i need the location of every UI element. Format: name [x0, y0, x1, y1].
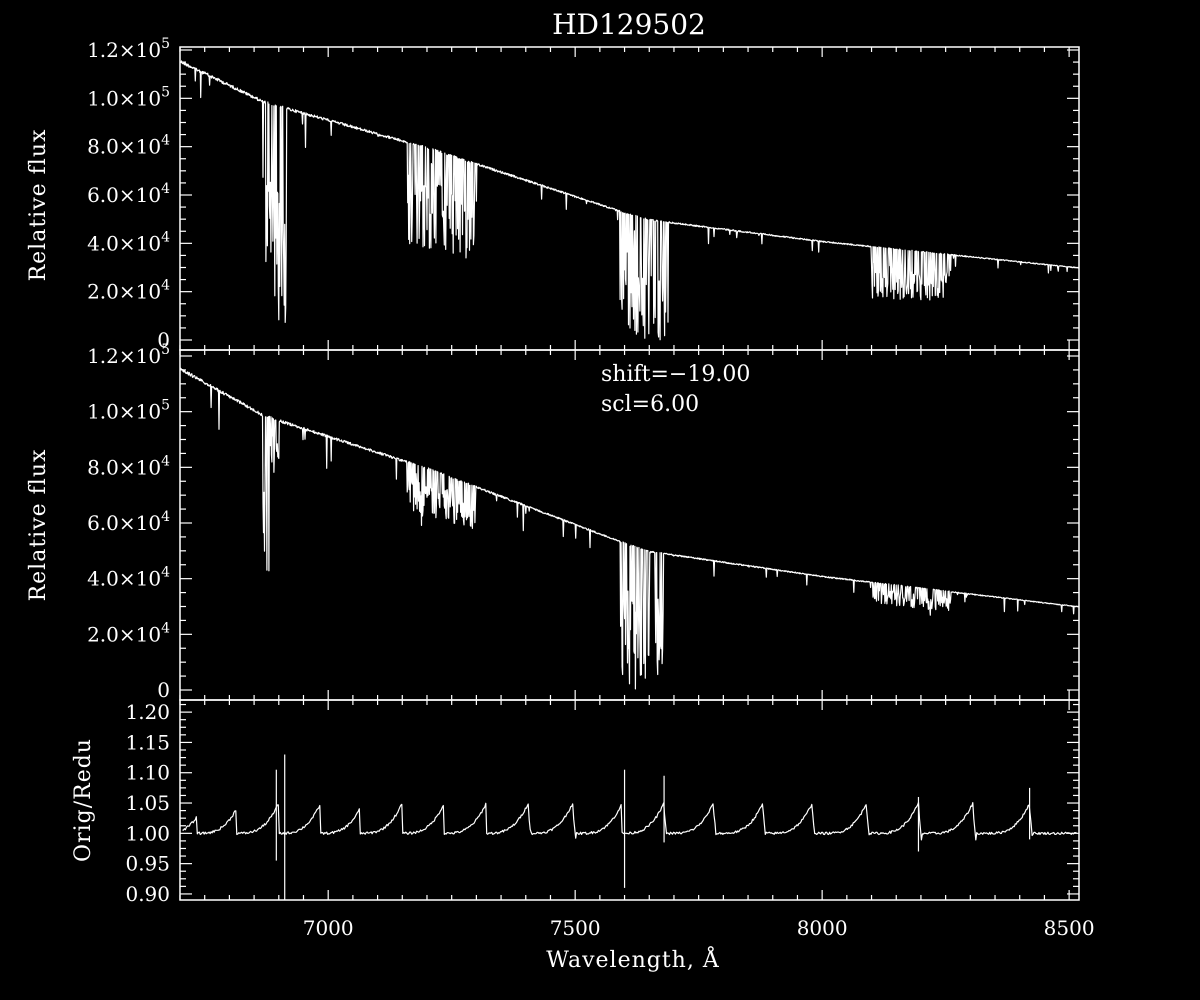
y-tick-label: 4.0×104 [87, 229, 170, 255]
annotation-shift: shift=−19.00 [601, 362, 750, 387]
y-tick-exponent: 5 [161, 36, 170, 52]
y-tick-label: 1.2×105 [87, 36, 170, 62]
panel-ratio: 0.90 0.95 1.00 1.05 1.10 1.15 1.20 [125, 699, 1080, 906]
y-tick-exponent: 4 [161, 181, 170, 197]
y-tick-label: 6.0×104 [87, 181, 170, 207]
annotation-scale: scl=6.00 [601, 392, 699, 417]
panel-frame-ratio [179, 699, 1080, 901]
y-tick-label: 1.2×105 [87, 342, 170, 368]
panel-original: 0 2.0×104 4.0×104 6.0×104 8.0×104 1.0×105 1.2×… [87, 36, 1080, 352]
plot-panels: 0 2.0×104 4.0×104 6.0×104 8.0×104 1.0×105 1.2×… [87, 36, 1095, 940]
chart-title: HD129502 [552, 8, 706, 41]
y-tick-exponent: 5 [161, 84, 170, 100]
spectrum-trace-corrected [179, 367, 1080, 690]
y-tick-exponent: 4 [161, 278, 170, 294]
y-tick-label: 1.05 [125, 791, 170, 815]
y-tick-label: 1.20 [125, 700, 170, 724]
y-axis-label-original: Relative flux [26, 129, 51, 282]
y-tick-label: 1.00 [125, 821, 170, 845]
y-tick-exponent: 5 [161, 398, 170, 414]
spectrum-trace-ratio [182, 801, 1077, 841]
spectrum-trace-original [179, 60, 1080, 341]
x-axis-label: Wavelength, Å [546, 945, 720, 973]
x-tick-label: 8500 [1044, 916, 1095, 940]
y-tick-label: 0.95 [125, 852, 170, 876]
y-tick-label: 8.0×104 [87, 133, 170, 159]
y-tick-exponent: 4 [161, 133, 170, 149]
y-tick-label: 8.0×104 [87, 453, 170, 479]
y-tick-exponent: 4 [161, 565, 170, 581]
y-tick-exponent: 4 [161, 620, 170, 636]
panel-corrected: 0 2.0×104 4.0×104 6.0×104 8.0×104 1.0×105 1.2×… [87, 342, 1080, 702]
y-tick-label: 1.0×105 [87, 84, 170, 110]
y-tick-label: 1.10 [125, 761, 170, 785]
y-tick-label: 0 [157, 678, 170, 702]
y-axis-label-ratio: Orig/Redu [71, 738, 96, 862]
y-tick-label: 0.90 [125, 882, 170, 906]
y-axis-label-corrected: Relative flux [26, 449, 51, 602]
y-tick-label: 1.0×105 [87, 398, 170, 424]
y-tick-label: 4.0×104 [87, 565, 170, 591]
y-tick-exponent: 4 [161, 229, 170, 245]
x-tick-label: 7000 [303, 916, 354, 940]
y-tick-label: 2.0×104 [87, 278, 170, 304]
y-tick-exponent: 4 [161, 453, 170, 469]
x-tick-label: 8000 [797, 916, 848, 940]
y-tick-label: 6.0×104 [87, 509, 170, 535]
y-tick-label: 0 [157, 328, 170, 352]
x-tick-label: 7500 [550, 916, 601, 940]
y-tick-exponent: 4 [161, 509, 170, 525]
y-tick-label: 2.0×104 [87, 620, 170, 646]
y-tick-label: 1.15 [125, 730, 170, 754]
y-tick-exponent: 5 [161, 342, 170, 358]
